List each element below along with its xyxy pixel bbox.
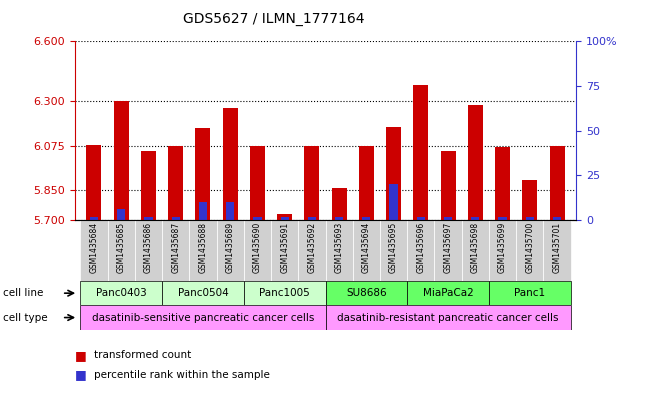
Text: GSM1435687: GSM1435687 xyxy=(171,222,180,273)
Bar xyxy=(380,220,408,281)
Bar xyxy=(250,145,265,220)
Bar xyxy=(271,220,298,281)
Text: Panc1: Panc1 xyxy=(514,288,546,298)
Bar xyxy=(417,217,425,220)
Bar xyxy=(107,220,135,281)
Bar xyxy=(305,145,320,220)
Text: GSM1435696: GSM1435696 xyxy=(417,222,425,273)
Text: GSM1435700: GSM1435700 xyxy=(525,222,534,273)
Text: GSM1435698: GSM1435698 xyxy=(471,222,480,273)
Bar xyxy=(544,220,571,281)
Bar xyxy=(168,145,183,220)
Bar xyxy=(189,220,217,281)
Bar xyxy=(489,281,571,305)
Text: GSM1435694: GSM1435694 xyxy=(362,222,371,273)
Text: Panc1005: Panc1005 xyxy=(259,288,310,298)
Text: percentile rank within the sample: percentile rank within the sample xyxy=(94,370,270,380)
Bar xyxy=(408,281,489,305)
Text: GSM1435695: GSM1435695 xyxy=(389,222,398,273)
Text: ■: ■ xyxy=(75,368,87,382)
Bar xyxy=(549,145,564,220)
Bar xyxy=(359,145,374,220)
Bar xyxy=(80,305,326,330)
Bar xyxy=(331,188,346,220)
Bar xyxy=(522,180,537,220)
Text: GSM1435697: GSM1435697 xyxy=(443,222,452,273)
Bar xyxy=(217,220,243,281)
Bar xyxy=(495,147,510,220)
Bar xyxy=(408,220,434,281)
Text: dasatinib-resistant pancreatic cancer cells: dasatinib-resistant pancreatic cancer ce… xyxy=(337,312,559,323)
Bar xyxy=(141,151,156,220)
Bar xyxy=(253,217,262,220)
Text: GSM1435691: GSM1435691 xyxy=(280,222,289,273)
Text: cell type: cell type xyxy=(3,312,48,323)
Bar xyxy=(277,214,292,220)
Bar xyxy=(117,209,125,220)
Text: GSM1435689: GSM1435689 xyxy=(226,222,234,273)
Bar xyxy=(135,220,162,281)
Bar xyxy=(87,145,102,220)
Text: GSM1435690: GSM1435690 xyxy=(253,222,262,273)
Bar xyxy=(468,105,483,220)
Bar xyxy=(162,281,243,305)
Text: SU8686: SU8686 xyxy=(346,288,387,298)
Bar xyxy=(243,220,271,281)
Text: GSM1435699: GSM1435699 xyxy=(498,222,507,273)
Bar xyxy=(226,202,234,220)
Bar xyxy=(386,127,401,220)
Bar xyxy=(499,217,506,220)
Text: GSM1435684: GSM1435684 xyxy=(89,222,98,273)
Bar xyxy=(195,128,210,220)
Text: GSM1435685: GSM1435685 xyxy=(117,222,126,273)
Text: MiaPaCa2: MiaPaCa2 xyxy=(422,288,473,298)
Bar xyxy=(444,217,452,220)
Text: GSM1435701: GSM1435701 xyxy=(553,222,562,273)
Bar xyxy=(353,220,380,281)
Bar xyxy=(441,151,456,220)
Bar xyxy=(326,281,408,305)
Bar xyxy=(335,217,343,220)
Text: cell line: cell line xyxy=(3,288,44,298)
Text: GSM1435693: GSM1435693 xyxy=(335,222,344,273)
Text: Panc0403: Panc0403 xyxy=(96,288,146,298)
Text: GSM1435686: GSM1435686 xyxy=(144,222,153,273)
Bar xyxy=(434,220,462,281)
Bar xyxy=(80,281,162,305)
Bar xyxy=(162,220,189,281)
Bar xyxy=(326,220,353,281)
Text: transformed count: transformed count xyxy=(94,350,191,360)
Bar xyxy=(145,217,152,220)
Text: dasatinib-sensitive pancreatic cancer cells: dasatinib-sensitive pancreatic cancer ce… xyxy=(92,312,314,323)
Bar xyxy=(199,202,207,220)
Bar xyxy=(243,281,326,305)
Bar xyxy=(526,217,534,220)
Bar xyxy=(362,217,370,220)
Text: ■: ■ xyxy=(75,349,87,362)
Bar xyxy=(516,220,544,281)
Bar xyxy=(80,220,107,281)
Bar xyxy=(326,305,571,330)
Bar xyxy=(223,108,238,220)
Bar xyxy=(281,217,289,220)
Text: GSM1435688: GSM1435688 xyxy=(199,222,208,273)
Text: GSM1435692: GSM1435692 xyxy=(307,222,316,273)
Bar xyxy=(553,217,561,220)
Bar xyxy=(308,217,316,220)
Bar xyxy=(172,217,180,220)
Bar xyxy=(489,220,516,281)
Bar xyxy=(114,101,129,220)
Text: Panc0504: Panc0504 xyxy=(178,288,229,298)
Bar xyxy=(389,184,398,220)
Bar xyxy=(298,220,326,281)
Bar xyxy=(471,217,479,220)
Text: GDS5627 / ILMN_1777164: GDS5627 / ILMN_1777164 xyxy=(183,12,364,26)
Bar xyxy=(90,217,98,220)
Bar xyxy=(413,85,428,220)
Bar xyxy=(462,220,489,281)
